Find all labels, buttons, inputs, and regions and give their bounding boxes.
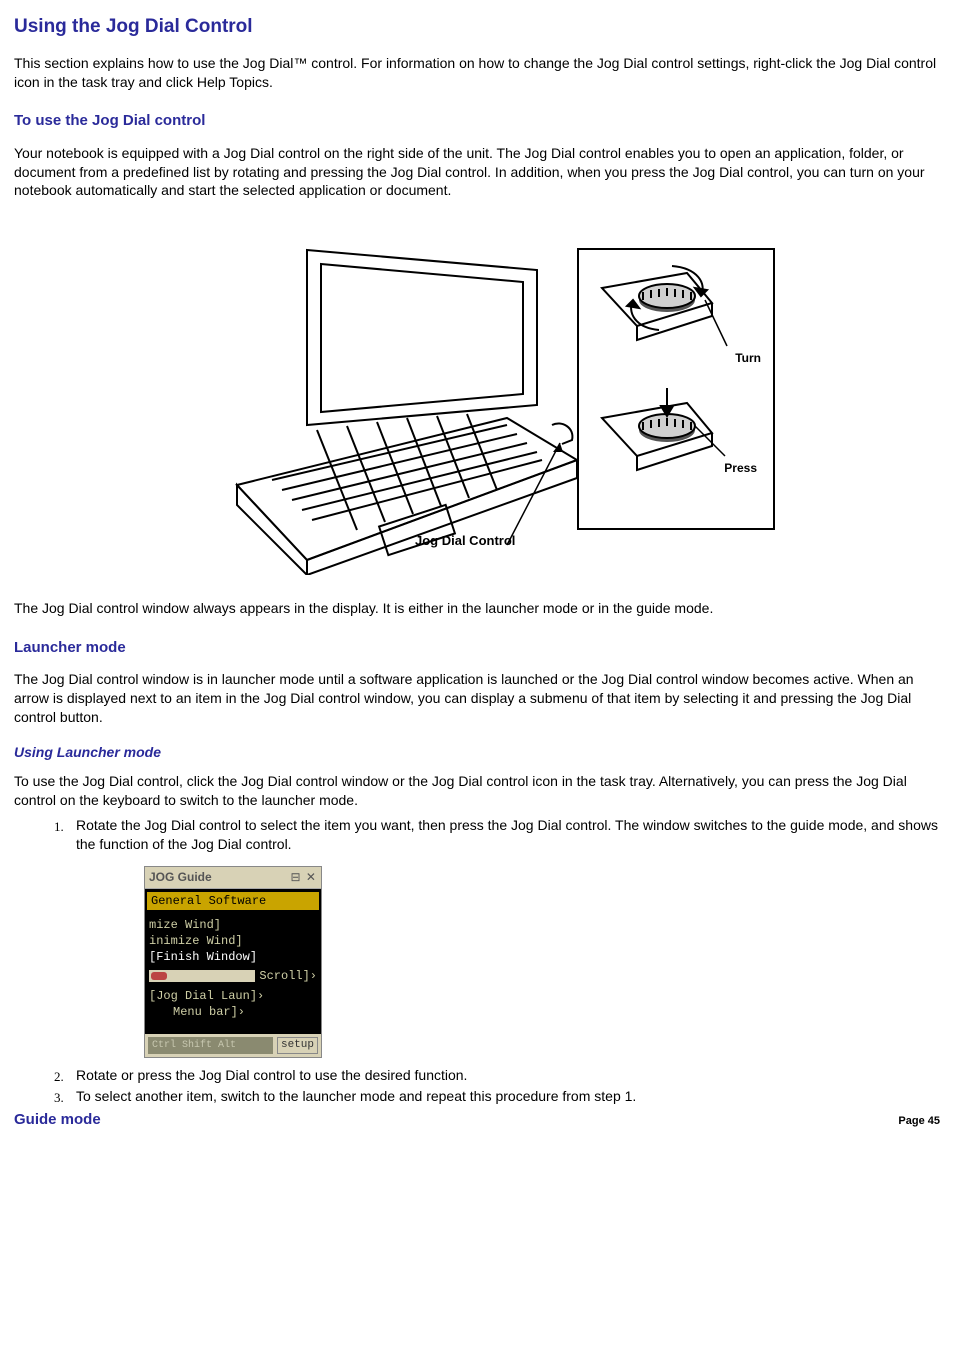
page-number: Page 45	[898, 1114, 940, 1129]
jog-line-5[interactable]: Menu bar]›	[149, 1004, 317, 1020]
jog-scroll-label: Scroll]›	[259, 968, 317, 984]
step-1: 1.Rotate the Jog Dial control to select …	[54, 816, 940, 854]
steps-list: 1.Rotate the Jog Dial control to select …	[14, 816, 940, 854]
use-paragraph-2: The Jog Dial control window always appea…	[14, 599, 940, 618]
use-paragraph-1: Your notebook is equipped with a Jog Dia…	[14, 144, 940, 201]
jog-header: General Software	[145, 889, 321, 913]
heading-guide-mode: Guide mode	[14, 1110, 101, 1130]
label-jog-dial-control: Jog Dial Control	[415, 532, 515, 550]
step-2: 2.Rotate or press the Jog Dial control t…	[54, 1066, 940, 1085]
jog-dial-illustration: Turn Press Jog Dial Control	[14, 230, 940, 575]
page-title: Using the Jog Dial Control	[14, 14, 940, 40]
jog-header-text: General Software	[147, 892, 319, 910]
label-turn: Turn	[735, 350, 761, 366]
heading-to-use: To use the Jog Dial control	[14, 111, 940, 131]
jog-status-bar: Ctrl Shift Alt setup	[145, 1034, 321, 1058]
heading-using-launcher: Using Launcher mode	[14, 743, 940, 762]
jog-line-2[interactable]: inimize Wind]	[149, 933, 317, 949]
heading-launcher-mode: Launcher mode	[14, 638, 940, 658]
jog-body: mize Wind] inimize Wind] [Finish Window]…	[145, 913, 321, 1034]
jog-line-3[interactable]: [Finish Window]	[149, 949, 317, 965]
jog-window-title: JOG Guide	[149, 869, 291, 885]
step-2-text: Rotate or press the Jog Dial control to …	[76, 1067, 467, 1083]
jog-window-buttons[interactable]: ⊟ ✕	[291, 869, 317, 885]
steps-list-cont: 2.Rotate or press the Jog Dial control t…	[14, 1066, 940, 1106]
label-press: Press	[724, 460, 757, 476]
jog-title-bar: JOG Guide ⊟ ✕	[145, 867, 321, 889]
detail-box: Turn Press	[577, 248, 775, 530]
intro-paragraph: This section explains how to use the Jog…	[14, 54, 940, 92]
jog-line-1[interactable]: mize Wind]	[149, 917, 317, 933]
jog-guide-window: JOG Guide ⊟ ✕ General Software mize Wind…	[144, 866, 322, 1059]
step-1-text: Rotate the Jog Dial control to select th…	[76, 817, 938, 852]
jog-scroll-row[interactable]: Scroll]›	[149, 968, 317, 984]
step-3: 3.To select another item, switch to the …	[54, 1087, 940, 1106]
step-3-text: To select another item, switch to the la…	[76, 1088, 636, 1104]
jog-line-4[interactable]: [Jog Dial Laun]›	[149, 988, 317, 1004]
using-launcher-paragraph: To use the Jog Dial control, click the J…	[14, 772, 940, 810]
jog-setup-button[interactable]: setup	[277, 1037, 318, 1054]
launcher-paragraph: The Jog Dial control window is in launch…	[14, 670, 940, 727]
jog-status-text: Ctrl Shift Alt	[148, 1037, 273, 1055]
